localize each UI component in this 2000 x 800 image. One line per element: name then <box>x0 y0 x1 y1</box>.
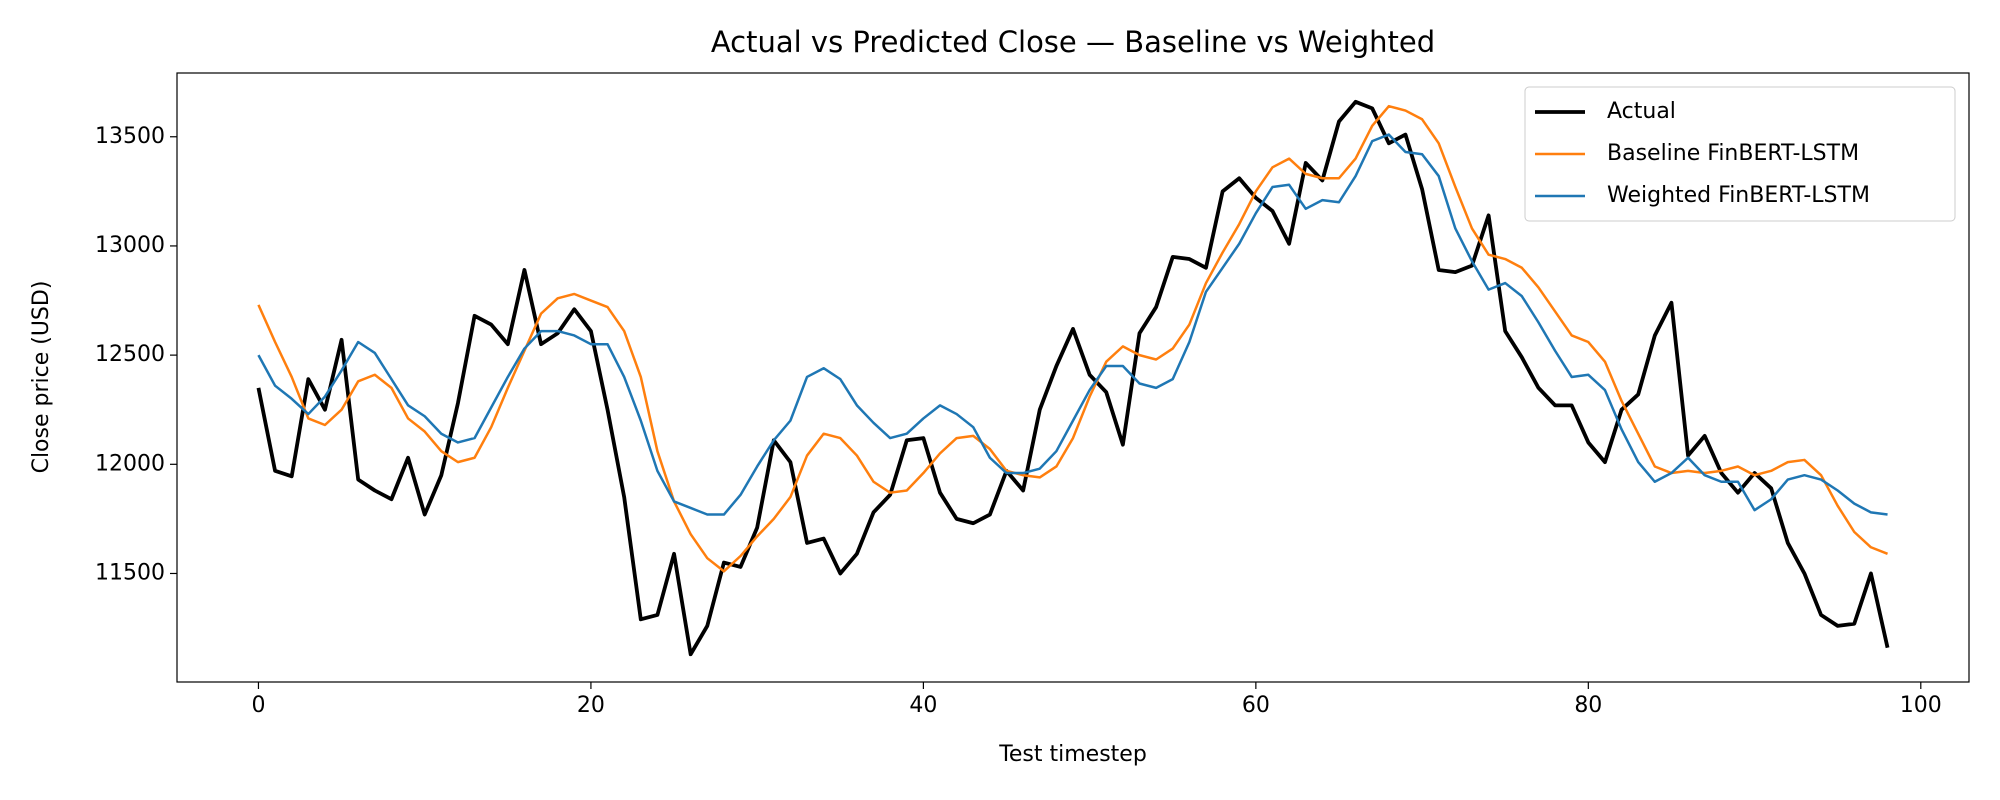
y-tick-label: 13500 <box>95 124 165 149</box>
x-axis-label: Test timestep <box>998 742 1147 767</box>
series-line <box>257 104 1889 573</box>
series-line <box>257 133 1888 516</box>
y-tick-label: 11500 <box>95 560 165 585</box>
x-tick-label: 80 <box>1574 693 1602 718</box>
legend-box <box>1524 86 1956 222</box>
series-line <box>256 99 1890 657</box>
y-tick-label: 12500 <box>95 342 165 367</box>
x-tick-label: 60 <box>1242 693 1270 718</box>
legend-label: Actual <box>1607 99 1676 124</box>
x-tick-label: 20 <box>577 693 605 718</box>
legend-label: Weighted FinBERT-LSTM <box>1607 183 1870 208</box>
x-tick-label: 0 <box>251 693 265 718</box>
legend-label: Baseline FinBERT-LSTM <box>1607 141 1859 166</box>
x-tick-label: 40 <box>909 693 937 718</box>
x-tick-label: 100 <box>1900 693 1942 718</box>
y-tick-label: 13000 <box>95 233 165 258</box>
y-axis-label: Close price (USD) <box>29 281 54 474</box>
chart-title: Actual vs Predicted Close — Baseline vs … <box>711 25 1435 59</box>
y-tick-label: 12000 <box>95 451 165 476</box>
plot-frame <box>176 72 1970 683</box>
